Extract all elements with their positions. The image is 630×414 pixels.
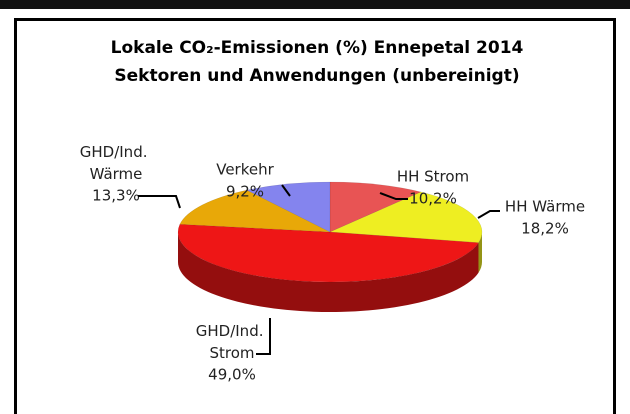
slice-side <box>478 232 482 273</box>
slice <box>179 189 331 233</box>
slice-label: HH Wärme <box>505 198 585 216</box>
value-label: 9,2% <box>226 183 264 201</box>
slice-label: HH Strom <box>397 168 469 186</box>
leader-line <box>281 184 291 197</box>
pie <box>177 181 483 313</box>
slice-top <box>179 189 331 233</box>
slice <box>329 191 483 273</box>
leader-line <box>477 210 500 219</box>
chart-title: Lokale CO₂-Emissionen (%) Ennepetal 2014 <box>111 38 524 58</box>
label-line: Wärme <box>90 165 143 183</box>
slice <box>246 181 331 233</box>
value-label: 18,2% <box>521 220 569 238</box>
value-label: 13,3% <box>92 187 140 205</box>
slice <box>329 181 422 233</box>
slice-top <box>246 181 331 233</box>
label-line: GHD/Ind. <box>80 143 153 161</box>
labels: HH Strom 10,2% HH Wärme 18,2% GHD/Ind. Strom… <box>80 143 585 384</box>
slice-label: GHD/Ind. Strom <box>196 322 269 362</box>
slice-top <box>329 181 422 233</box>
slice-label: Verkehr <box>216 161 274 179</box>
value-label: 10,2% <box>409 190 457 208</box>
slice <box>177 223 479 313</box>
label-line: GHD/Ind. <box>196 322 269 340</box>
top-bar <box>0 0 630 9</box>
label-line: Strom <box>209 344 254 362</box>
leader-line <box>379 192 408 200</box>
value-label: 49,0% <box>208 366 256 384</box>
slice-top <box>329 191 483 243</box>
slice-label: GHD/Ind. Wärme <box>80 143 153 183</box>
chart-subtitle: Sektoren und Anwendungen (unbereinigt) <box>114 66 519 86</box>
leader-line <box>138 195 181 209</box>
slice-top <box>177 223 479 283</box>
slice-side <box>178 232 479 313</box>
leader-line <box>256 318 271 355</box>
